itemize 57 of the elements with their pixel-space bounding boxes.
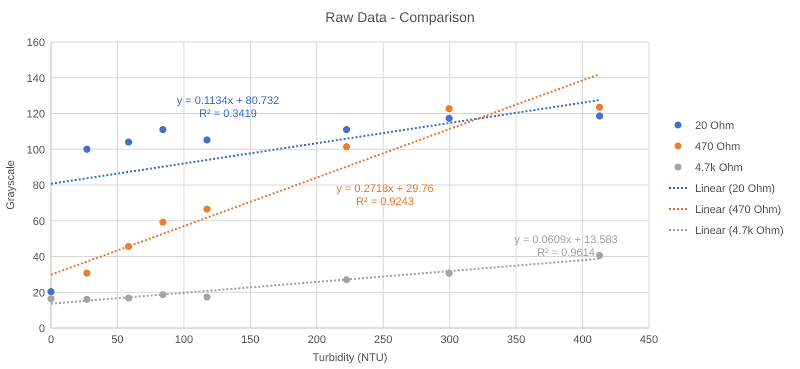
point	[47, 288, 55, 296]
point	[596, 252, 604, 259]
y-tick-label: 0	[38, 323, 45, 335]
point	[47, 295, 55, 302]
point	[342, 126, 350, 134]
y-tick-label: 120	[26, 108, 45, 120]
x-axis-title: Turbidity (NTU)	[312, 352, 388, 364]
point	[446, 270, 453, 277]
annotation: R² = 0.9614	[537, 247, 595, 259]
y-tick-label: 80	[32, 180, 45, 192]
point	[125, 294, 132, 302]
y-tick-label: 20	[32, 287, 45, 300]
point	[203, 294, 211, 301]
legend-label: Linear (4.7k Ohm)	[695, 225, 784, 237]
point	[342, 143, 350, 150]
point	[342, 276, 350, 284]
x-tick-label: 400	[573, 334, 592, 346]
y-tick-label: 160	[26, 37, 45, 49]
x-tick-label: 250	[374, 334, 392, 346]
point	[203, 136, 211, 144]
x-tick-label: 450	[640, 334, 658, 346]
y-tick-label: 60	[32, 216, 45, 228]
legend-label: 470 Ohm	[695, 141, 740, 153]
x-tick-label: 50	[111, 334, 124, 346]
point	[159, 126, 166, 134]
x-tick-label: 200	[308, 334, 326, 346]
point	[203, 206, 211, 213]
annotation: R² = 0.9243	[356, 196, 414, 208]
point	[83, 296, 90, 303]
legend-label: Linear (470 Ohm)	[695, 204, 782, 216]
y-axis-title: Grayscale	[5, 160, 17, 210]
point	[596, 112, 604, 120]
x-tick-label: 0	[48, 334, 54, 346]
point	[125, 138, 132, 146]
y-tick-label: 100	[26, 144, 45, 156]
point	[446, 105, 453, 112]
y-tick-label: 140	[26, 72, 45, 85]
legend-label: Linear (20 Ohm)	[695, 183, 776, 195]
legend-label: 4.7k Ohm	[695, 162, 743, 174]
x-tick-label: 350	[506, 334, 526, 346]
y-tick-label: 40	[32, 252, 45, 264]
point	[83, 146, 90, 153]
point	[125, 242, 132, 250]
point	[446, 114, 453, 122]
x-tick-label: 300	[440, 334, 459, 346]
annotation: y = 0.0609x + 13.583	[514, 234, 618, 246]
annotation: R² = 0.3419	[199, 108, 257, 120]
legend-label: 20 Ohm	[695, 120, 734, 132]
point	[159, 218, 166, 226]
point	[83, 270, 90, 277]
point	[596, 104, 604, 111]
annotation: y = 0.2718x + 29.76	[336, 183, 434, 195]
annotation: y = 0.1134x + 80.732	[176, 95, 280, 107]
x-tick-label: 100	[174, 334, 194, 346]
chart-title: Raw Data - Comparison	[325, 9, 475, 25]
point	[159, 291, 166, 298]
x-tick-label: 150	[241, 334, 260, 346]
